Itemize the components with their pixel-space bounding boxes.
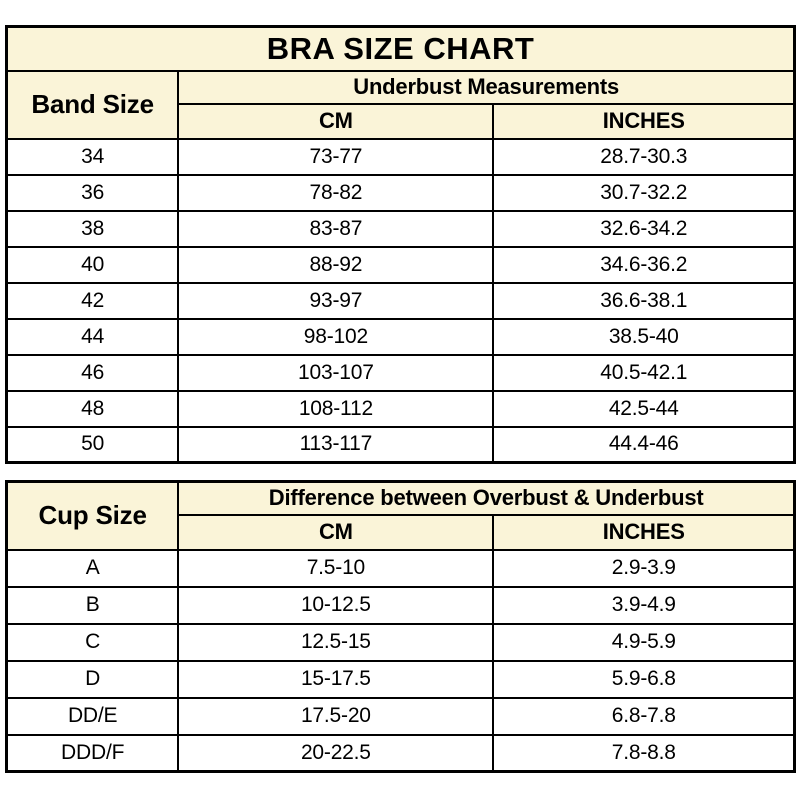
cm-value: 12.5-15 — [177, 622, 495, 662]
chart-title: BRA SIZE CHART — [5, 25, 796, 72]
cup-size-value: DDD/F — [5, 733, 180, 773]
inches-value: 34.6-36.2 — [492, 245, 796, 284]
cup-size-value: DD/E — [5, 696, 180, 736]
cm-value: 78-82 — [177, 173, 495, 212]
inches-value: 5.9-6.8 — [492, 659, 796, 699]
group-header-row: Cup Size Difference between Overbust & U… — [5, 480, 796, 551]
table-gap — [5, 464, 796, 480]
cm-value: 113-117 — [177, 425, 495, 464]
cm-value: 108-112 — [177, 389, 495, 428]
inches-value: 4.9-5.9 — [492, 622, 796, 662]
inches-value: 44.4-46 — [492, 425, 796, 464]
cm-value: 7.5-10 — [177, 548, 495, 588]
cm-column-header: CM — [177, 513, 495, 551]
band-size-value: 42 — [5, 281, 180, 320]
difference-header: Difference between Overbust & Underbust — [177, 480, 796, 516]
table-row: D 15-17.5 5.9-6.8 — [5, 659, 796, 699]
table-row: A 7.5-10 2.9-3.9 — [5, 548, 796, 588]
cup-size-value: D — [5, 659, 180, 699]
cm-value: 98-102 — [177, 317, 495, 356]
cm-value: 103-107 — [177, 353, 495, 392]
cm-column-header: CM — [177, 102, 495, 140]
cm-value: 10-12.5 — [177, 585, 495, 625]
title-row: BRA SIZE CHART — [5, 25, 796, 72]
table-row: DDD/F 20-22.5 7.8-8.8 — [5, 733, 796, 773]
inches-column-header: INCHES — [492, 102, 796, 140]
table-row: 50 113-117 44.4-46 — [5, 425, 796, 464]
cm-value: 20-22.5 — [177, 733, 495, 773]
inches-value: 38.5-40 — [492, 317, 796, 356]
table-row: 48 108-112 42.5-44 — [5, 389, 796, 428]
column-header-row: CM INCHES — [7, 513, 796, 551]
cup-size-table: Cup Size Difference between Overbust & U… — [5, 480, 796, 773]
table-row: 38 83-87 32.6-34.2 — [5, 209, 796, 248]
inches-value: 3.9-4.9 — [492, 585, 796, 625]
band-size-value: 44 — [5, 317, 180, 356]
table-row: 34 73-77 28.7-30.3 — [5, 137, 796, 176]
table-row: 44 98-102 38.5-40 — [5, 317, 796, 356]
cup-size-value: C — [5, 622, 180, 662]
band-size-value: 38 — [5, 209, 180, 248]
band-size-value: 46 — [5, 353, 180, 392]
cm-value: 83-87 — [177, 209, 495, 248]
inches-value: 7.8-8.8 — [492, 733, 796, 773]
band-size-value: 48 — [5, 389, 180, 428]
band-size-value: 50 — [5, 425, 180, 464]
band-size-value: 34 — [5, 137, 180, 176]
column-header-row: CM INCHES — [7, 102, 796, 140]
table-row: B 10-12.5 3.9-4.9 — [5, 585, 796, 625]
cm-value: 17.5-20 — [177, 696, 495, 736]
cup-size-header: Cup Size — [5, 480, 180, 551]
inches-value: 32.6-34.2 — [492, 209, 796, 248]
cm-value: 15-17.5 — [177, 659, 495, 699]
inches-value: 6.8-7.8 — [492, 696, 796, 736]
inches-value: 2.9-3.9 — [492, 548, 796, 588]
table-row: 46 103-107 40.5-42.1 — [5, 353, 796, 392]
inches-column-header: INCHES — [492, 513, 796, 551]
cup-size-value: A — [5, 548, 180, 588]
band-size-value: 36 — [5, 173, 180, 212]
cup-size-value: B — [5, 585, 180, 625]
inches-value: 40.5-42.1 — [492, 353, 796, 392]
cm-value: 88-92 — [177, 245, 495, 284]
band-size-header: Band Size — [5, 69, 180, 140]
cm-value: 93-97 — [177, 281, 495, 320]
table-row: 40 88-92 34.6-36.2 — [5, 245, 796, 284]
table-row: 36 78-82 30.7-32.2 — [5, 173, 796, 212]
inches-value: 30.7-32.2 — [492, 173, 796, 212]
table-row: C 12.5-15 4.9-5.9 — [5, 622, 796, 662]
inches-value: 42.5-44 — [492, 389, 796, 428]
cm-value: 73-77 — [177, 137, 495, 176]
table-row: DD/E 17.5-20 6.8-7.8 — [5, 696, 796, 736]
inches-value: 28.7-30.3 — [492, 137, 796, 176]
group-header-row: Band Size Underbust Measurements — [5, 69, 796, 140]
band-size-table: BRA SIZE CHART Band Size Underbust Measu… — [5, 25, 796, 464]
band-size-value: 40 — [5, 245, 180, 284]
underbust-measurements-header: Underbust Measurements — [177, 69, 796, 105]
inches-value: 36.6-38.1 — [492, 281, 796, 320]
table-row: 42 93-97 36.6-38.1 — [5, 281, 796, 320]
